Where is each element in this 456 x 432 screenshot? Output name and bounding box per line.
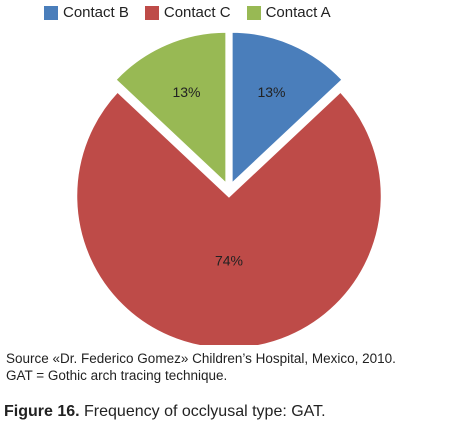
pie-slice-contact-c — [74, 89, 384, 345]
chart-legend: Contact B Contact C Contact A — [44, 4, 347, 21]
pie-chart: 13% 74% 13% — [74, 30, 384, 345]
source-caption: Source «Dr. Federico Gomez» Children’s H… — [6, 351, 396, 366]
figure-text: Frequency of occlyusal type: GAT. — [79, 403, 326, 420]
gat-caption: GAT = Gothic arch tracing technique. — [6, 368, 228, 383]
figure-caption: Figure 16. Frequency of occlyusal type: … — [4, 403, 326, 421]
legend-item-contact-b: Contact B — [44, 4, 129, 21]
figure-label: Figure 16. — [4, 403, 80, 420]
legend-label-contact-a: Contact A — [265, 4, 331, 21]
legend-swatch-contact-c — [144, 5, 159, 20]
legend-label-contact-b: Contact B — [63, 4, 129, 21]
legend-item-contact-a: Contact A — [246, 4, 331, 21]
legend-item-contact-c: Contact C — [144, 4, 231, 21]
pie-slice-contact-b — [230, 30, 345, 188]
slice-label-contact-b: 13% — [257, 84, 285, 100]
slice-label-contact-a: 13% — [172, 84, 200, 100]
legend-label-contact-c: Contact C — [163, 4, 231, 21]
legend-swatch-contact-b — [44, 5, 58, 20]
legend-swatch-contact-a — [246, 5, 261, 20]
pie-slice-contact-a — [113, 30, 228, 188]
slice-label-contact-c: 74% — [215, 252, 243, 268]
